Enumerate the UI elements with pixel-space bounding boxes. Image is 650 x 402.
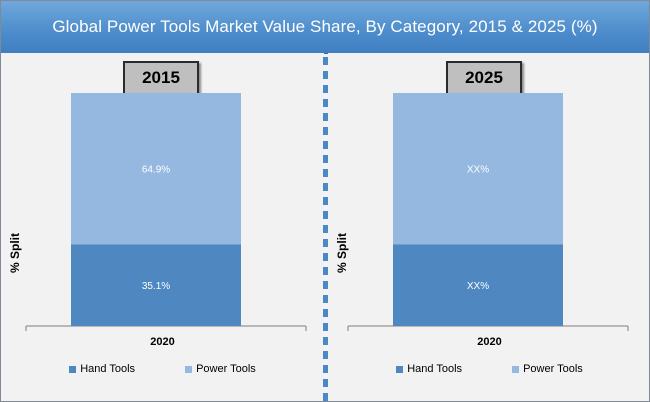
data-label: 64.9% [142, 165, 170, 176]
year-badge: 2025 [446, 61, 522, 95]
bar-layer: 35.1% 64.9% [71, 93, 241, 326]
data-label: XX% [467, 165, 489, 176]
legend-item-hand-tools: Hand Tools [396, 363, 462, 375]
bar-segment-hand-tools [71, 244, 241, 326]
x-tick-label: 2020 [477, 336, 502, 348]
legend-swatch [69, 365, 77, 373]
bar-layer: XX% XX% [393, 93, 563, 326]
legend-item-power-tools: Power Tools [185, 363, 256, 375]
legend-item-power-tools: Power Tools [512, 363, 583, 375]
legend: Hand Tools Power Tools [328, 363, 649, 375]
legend-label: Power Tools [196, 363, 256, 375]
chart-panel-2025: 2025 % Split XX% XX% 2020 Hand Tools Powe… [328, 53, 649, 401]
legend-label: Hand Tools [407, 363, 463, 375]
legend-swatch [185, 365, 193, 373]
year-badge: 2015 [123, 61, 199, 95]
data-label: 35.1% [142, 281, 170, 292]
data-label: XX% [467, 281, 489, 292]
legend-swatch [512, 365, 520, 373]
chart-panel-2015: 2015 % Split 35.1% 64.9% 2020 Hand Tools … [1, 53, 324, 401]
x-tick-label: 2020 [150, 336, 175, 348]
legend: Hand Tools Power Tools [1, 363, 324, 375]
legend-label: Hand Tools [80, 363, 136, 375]
chart-title: Global Power Tools Market Value Share, B… [52, 17, 598, 36]
bar-segment-power-tools [71, 93, 241, 245]
title-bar: Global Power Tools Market Value Share, B… [1, 1, 649, 54]
stacked-bar-chart: 35.1% 64.9% [25, 93, 307, 331]
legend-item-hand-tools: Hand Tools [69, 363, 135, 375]
bar-segment-power-tools [393, 93, 563, 245]
stacked-bar-chart: XX% XX% [347, 93, 629, 331]
bar-segment-hand-tools [393, 244, 563, 326]
legend-label: Power Tools [523, 363, 583, 375]
legend-swatch [396, 365, 404, 373]
panel-divider [323, 57, 328, 401]
